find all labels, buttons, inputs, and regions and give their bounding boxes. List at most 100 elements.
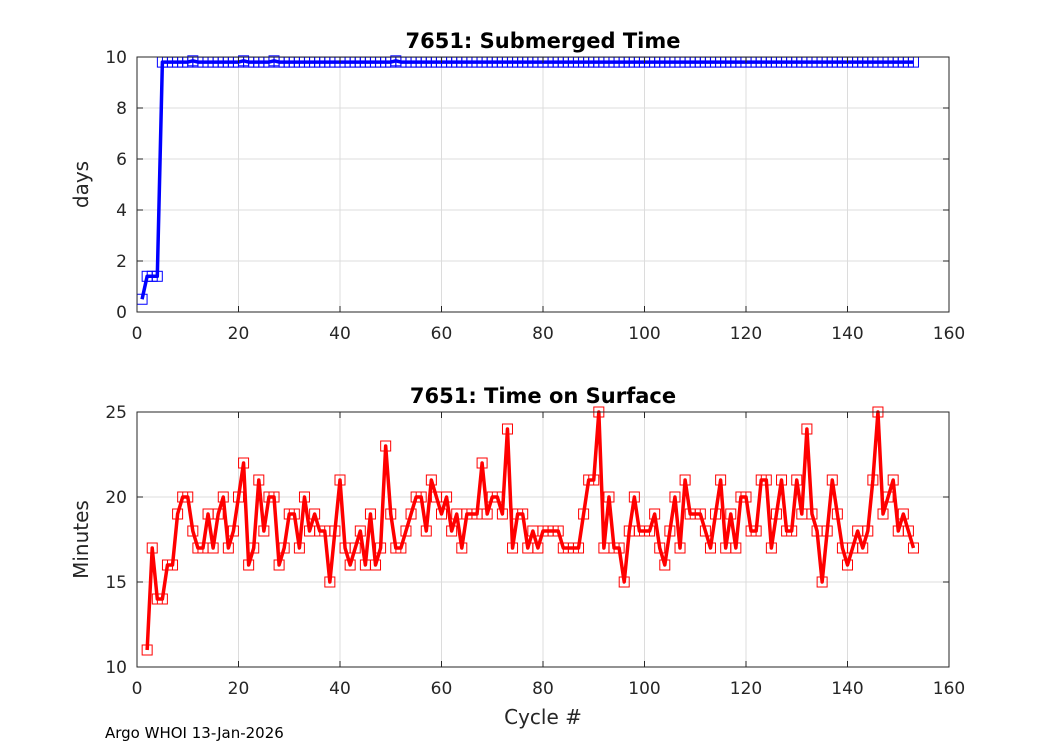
footer-credit: Argo WHOI 13-Jan-2026: [105, 724, 284, 742]
data-point: [644, 525, 656, 537]
data-point: [446, 525, 458, 537]
data-point: [674, 542, 686, 554]
data-point: [441, 491, 453, 503]
data-point: [654, 542, 666, 554]
data-point: [156, 593, 168, 605]
data-point: [415, 491, 427, 503]
data-point: [699, 525, 711, 537]
data-point: [380, 440, 392, 452]
data-point: [588, 474, 600, 486]
data-point: [425, 474, 437, 486]
chart-title: 7651: Time on Surface: [410, 384, 676, 408]
data-point: [212, 508, 224, 520]
x-tick-label: 160: [933, 679, 965, 699]
data-point: [278, 542, 290, 554]
y-tick-label: 2: [116, 252, 127, 272]
data-point: [740, 491, 752, 503]
data-point: [400, 525, 412, 537]
data-point: [806, 508, 818, 520]
x-tick-label: 120: [730, 679, 762, 699]
x-tick-label: 160: [933, 324, 965, 344]
data-point: [613, 542, 625, 554]
axes-1: 0 20 40 60 80 100 120 140 160 0 2 4 6 8 10 7651: Submer…: [69, 29, 965, 344]
x-tick-label: 140: [831, 679, 863, 699]
data-point: [710, 508, 722, 520]
y-tick-label: 25: [105, 403, 127, 423]
data-point: [273, 559, 285, 571]
data-point: [507, 542, 519, 554]
data-point: [694, 508, 706, 520]
data-point: [831, 508, 843, 520]
data-point: [659, 559, 671, 571]
data-point: [897, 508, 909, 520]
data-point: [293, 542, 305, 554]
data-point: [517, 508, 529, 520]
data-point: [877, 508, 889, 520]
y-tick-label: 20: [105, 488, 127, 508]
x-tick-label: 0: [132, 324, 143, 344]
data-point: [456, 542, 468, 554]
y-tick-label: 15: [105, 573, 127, 593]
data-point: [664, 525, 676, 537]
data-point: [765, 542, 777, 554]
data-point: [395, 542, 407, 554]
data-point: [146, 542, 158, 554]
x-tick-label: 40: [329, 324, 351, 344]
data-point: [370, 559, 382, 571]
x-axis-label: Cycle #: [504, 705, 582, 729]
data-point: [243, 559, 255, 571]
x-tick-label: 80: [532, 679, 554, 699]
data-point: [248, 542, 260, 554]
data-point: [704, 542, 716, 554]
data-point: [770, 508, 782, 520]
x-tick-label: 60: [431, 679, 453, 699]
data-point: [349, 542, 361, 554]
chart-title: 7651: Submerged Time: [405, 29, 680, 53]
data-point: [420, 525, 432, 537]
data-point: [172, 508, 184, 520]
data-point: [821, 525, 833, 537]
data-point: [233, 491, 244, 503]
y-axis-label: Minutes: [69, 500, 93, 579]
x-tick-label: 60: [431, 324, 453, 344]
data-point: [857, 542, 869, 554]
data-point: [679, 474, 691, 486]
y-tick-label: 10: [105, 48, 127, 68]
data-point: [227, 525, 239, 537]
data-point: [842, 559, 853, 571]
data-point: [298, 491, 310, 503]
y-tick-label: 6: [116, 150, 127, 170]
data-point: [334, 474, 346, 486]
y-tick-label: 10: [105, 658, 127, 678]
data-point: [364, 508, 376, 520]
data-point: [776, 474, 788, 486]
data-point: [217, 491, 229, 503]
data-point: [436, 508, 447, 520]
data-point: [907, 542, 919, 554]
data-point: [501, 423, 513, 435]
data-point: [491, 491, 503, 503]
data-point: [385, 508, 397, 520]
data-point: [182, 491, 194, 503]
data-point: [532, 542, 544, 554]
data-point: [618, 576, 630, 588]
data-point: [760, 474, 772, 486]
data-point: [801, 423, 813, 435]
data-point: [578, 508, 590, 520]
series-line: [145, 410, 916, 651]
x-tick-label: 20: [228, 324, 250, 344]
data-point: [725, 508, 737, 520]
data-point: [882, 491, 894, 503]
data-point: [826, 474, 838, 486]
x-tick-label: 0: [132, 679, 143, 699]
data-point: [887, 474, 899, 486]
data-point: [324, 576, 336, 588]
x-tick-label: 40: [329, 679, 351, 699]
data-point: [715, 474, 727, 486]
data-point: [375, 542, 387, 554]
data-point: [902, 525, 914, 537]
data-point: [309, 508, 321, 520]
data-point: [187, 525, 199, 537]
data-point: [649, 508, 661, 520]
y-tick-label: 4: [116, 201, 127, 221]
